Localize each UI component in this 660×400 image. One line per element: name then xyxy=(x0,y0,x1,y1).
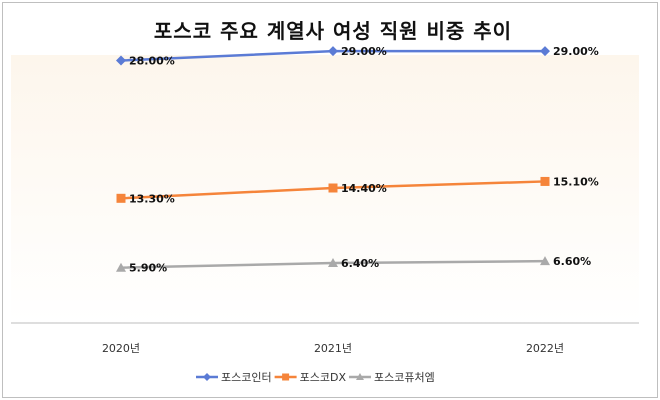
x-tick-labels: 2020년 2021년 2022년 xyxy=(102,342,564,355)
data-label: 5.90% xyxy=(129,262,167,275)
data-label: 13.30% xyxy=(129,192,175,205)
data-point-marker xyxy=(540,176,550,186)
x-tick-label: 2021년 xyxy=(314,342,352,355)
series-3: 5.90% 6.40% 6.60% xyxy=(116,255,591,275)
legend-label: 포스코인터 xyxy=(221,371,272,384)
x-tick-label: 2020년 xyxy=(102,342,140,355)
data-label: 29.00% xyxy=(553,45,599,58)
series-layer: 28.00% 29.00% 29.00% 13.30% 14.40% 15.10% 5.90… xyxy=(116,45,599,275)
data-point-marker xyxy=(540,256,550,266)
chart-svg: 포스코 주요 계열사 여성 직원 비중 추이 28.00% 29.00% 29.00… xyxy=(11,19,639,384)
legend-item-2: 포스코DX xyxy=(274,371,347,384)
legend-item-3: 포스코퓨처엠 xyxy=(348,371,435,384)
data-point-marker xyxy=(328,183,338,193)
data-point-marker xyxy=(328,46,338,57)
data-label: 14.40% xyxy=(341,182,387,195)
legend-marker xyxy=(355,373,364,380)
legend-label: 포스코퓨처엠 xyxy=(374,371,435,384)
legend: 포스코인터 포스코DX 포스코퓨처엠 xyxy=(196,371,435,384)
data-point-marker xyxy=(116,193,126,203)
data-point-marker xyxy=(540,46,550,57)
data-point-marker xyxy=(328,258,338,267)
data-point-marker xyxy=(116,55,126,66)
data-label: 28.00% xyxy=(129,55,175,68)
data-point-marker xyxy=(116,262,126,272)
data-label: 6.40% xyxy=(341,257,379,270)
series-2: 13.30% 14.40% 15.10% xyxy=(116,175,599,205)
legend-label: 포스코DX xyxy=(300,371,347,384)
legend-marker xyxy=(282,373,290,381)
data-label: 29.00% xyxy=(341,45,387,58)
data-label: 6.60% xyxy=(553,255,591,268)
data-label: 15.10% xyxy=(553,175,599,188)
chart-title: 포스코 주요 계열사 여성 직원 비중 추이 xyxy=(154,19,512,43)
series-1: 28.00% 29.00% 29.00% xyxy=(116,45,599,68)
legend-item-1: 포스코인터 xyxy=(196,371,272,384)
legend-marker xyxy=(203,373,211,381)
x-tick-label: 2022년 xyxy=(526,342,564,355)
